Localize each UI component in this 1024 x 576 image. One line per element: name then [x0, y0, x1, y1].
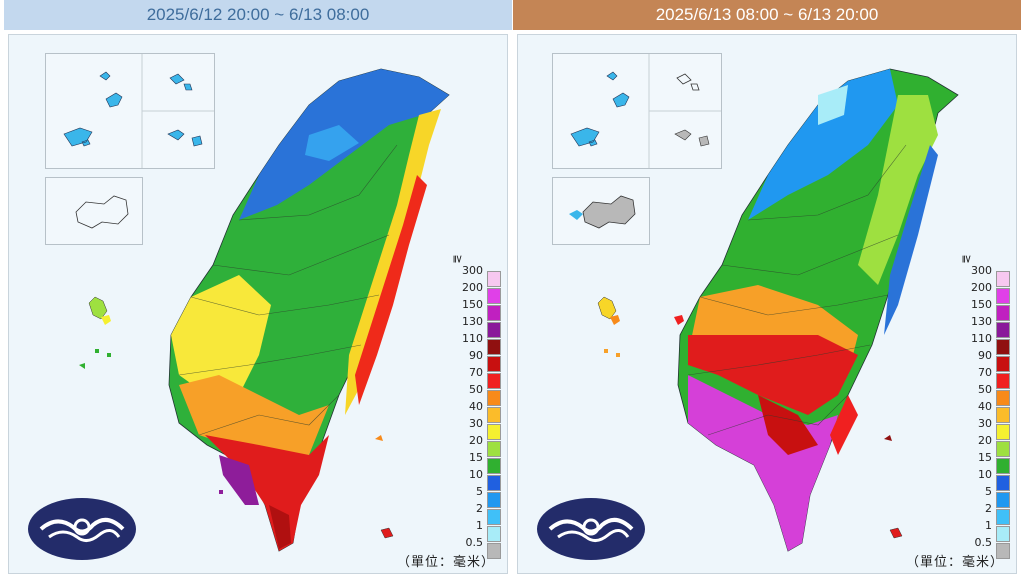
legend-swatch [996, 509, 1010, 525]
legend-swatch [996, 356, 1010, 372]
legend-swatch [487, 373, 501, 389]
rainfall-panel-right: 2025/6/13 08:00 ~ 6/13 20:00 [513, 0, 1021, 576]
legend-label: 200 [462, 281, 483, 294]
legend-label: 110 [971, 332, 992, 345]
legend-label: 5 [985, 485, 992, 498]
cwa-logo-left [28, 498, 136, 560]
legend-swatch [487, 271, 501, 287]
legend-label: 20 [978, 434, 992, 447]
legend-label: 0.5 [465, 536, 484, 549]
legend-right: ≧ 300 200 150 130 110 90 70 50 40 30 20 15 10 5 2 1 0.5 [960, 255, 1020, 559]
legend-label: 110 [462, 332, 483, 345]
rainfall-panel-left: 2025/6/12 20:00 ~ 6/13 08:00 [4, 0, 512, 576]
legend-swatch [996, 543, 1010, 559]
legend-label: 90 [469, 349, 483, 362]
legend-label: 30 [469, 417, 483, 430]
legend-swatch [487, 475, 501, 491]
legend-label: 150 [971, 298, 992, 311]
panel-title-right: 2025/6/13 08:00 ~ 6/13 20:00 [655, 5, 879, 24]
legend-swatch [996, 458, 1010, 474]
legend-swatch [487, 356, 501, 372]
legend-label: 15 [469, 451, 483, 464]
legend-label: 130 [462, 315, 483, 328]
legend-label: 200 [971, 281, 992, 294]
legend-swatch [487, 305, 501, 321]
taiwan-rainfall-map-right [597, 68, 959, 552]
legend-label: 2 [476, 502, 483, 515]
legend-swatch [996, 373, 1010, 389]
legend-label: 15 [978, 451, 992, 464]
legend-swatch [996, 407, 1010, 423]
legend-label: 1 [476, 519, 483, 532]
legend-label: 30 [978, 417, 992, 430]
map-area-left: ≧ 300 200 150 130 110 90 70 50 40 30 20 15 10 5 2 1 0.5 … [8, 34, 508, 574]
legend-swatch [487, 390, 501, 406]
legend-swatch [996, 271, 1010, 287]
legend-label: 70 [978, 366, 992, 379]
legend-label: 10 [469, 468, 483, 481]
legend-swatch [487, 424, 501, 440]
legend-label: 70 [469, 366, 483, 379]
legend-swatch [996, 441, 1010, 457]
legend-swatch [996, 322, 1010, 338]
legend-swatch [487, 543, 501, 559]
legend-label: 20 [469, 434, 483, 447]
legend-label: 0.5 [974, 536, 993, 549]
legend-label: 40 [469, 400, 483, 413]
legend-swatch [487, 492, 501, 508]
legend-swatch [996, 526, 1010, 542]
legend-left: ≧ 300 200 150 130 110 90 70 50 40 30 20 15 10 5 2 1 0.5 [451, 255, 511, 559]
inset-map-left [63, 54, 214, 168]
legend-label: 50 [469, 383, 483, 396]
legend-swatch [487, 322, 501, 338]
legend-swatch [487, 526, 501, 542]
legend-swatch [487, 288, 501, 304]
legend-label: 10 [978, 468, 992, 481]
legend-label: 130 [971, 315, 992, 328]
inset-matsu-kinmen-left [45, 53, 215, 169]
cwa-logo-right [537, 498, 645, 560]
inset-lanyu-right [552, 177, 650, 245]
legend-label: 40 [978, 400, 992, 413]
legend-swatch [996, 424, 1010, 440]
legend-label: 90 [978, 349, 992, 362]
unit-label-right: （單位：毫米） [905, 555, 1004, 570]
panel-title-left: 2025/6/12 20:00 ~ 6/13 08:00 [146, 5, 370, 24]
inset-matsu-kinmen-right [552, 53, 722, 169]
unit-label-left: （單位：毫米） [396, 555, 495, 570]
legend-label: 2 [985, 502, 992, 515]
legend-swatch [996, 339, 1010, 355]
panel-header-right: 2025/6/13 08:00 ~ 6/13 20:00 [513, 0, 1021, 30]
legend-swatch [996, 390, 1010, 406]
taiwan-rainfall-map-left [79, 68, 450, 552]
legend-swatch [487, 509, 501, 525]
legend-swatch [487, 407, 501, 423]
legend-swatch [487, 339, 501, 355]
map-area-right: ≧ 300 200 150 130 110 90 70 50 40 30 20 15 10 5 2 1 0.5 … [517, 34, 1017, 574]
legend-label: 300 [971, 264, 992, 277]
legend-label: 300 [462, 264, 483, 277]
legend-swatch [487, 458, 501, 474]
legend-swatch [996, 492, 1010, 508]
legend-swatch [996, 305, 1010, 321]
legend-label: 150 [462, 298, 483, 311]
legend-label: 1 [985, 519, 992, 532]
legend-swatch [996, 475, 1010, 491]
legend-swatch [487, 441, 501, 457]
panel-header-left: 2025/6/12 20:00 ~ 6/13 08:00 [4, 0, 512, 30]
legend-label: 5 [476, 485, 483, 498]
inset-map-right [570, 54, 721, 168]
legend-label: 50 [978, 383, 992, 396]
inset-lanyu-left [45, 177, 143, 245]
legend-swatch [996, 288, 1010, 304]
